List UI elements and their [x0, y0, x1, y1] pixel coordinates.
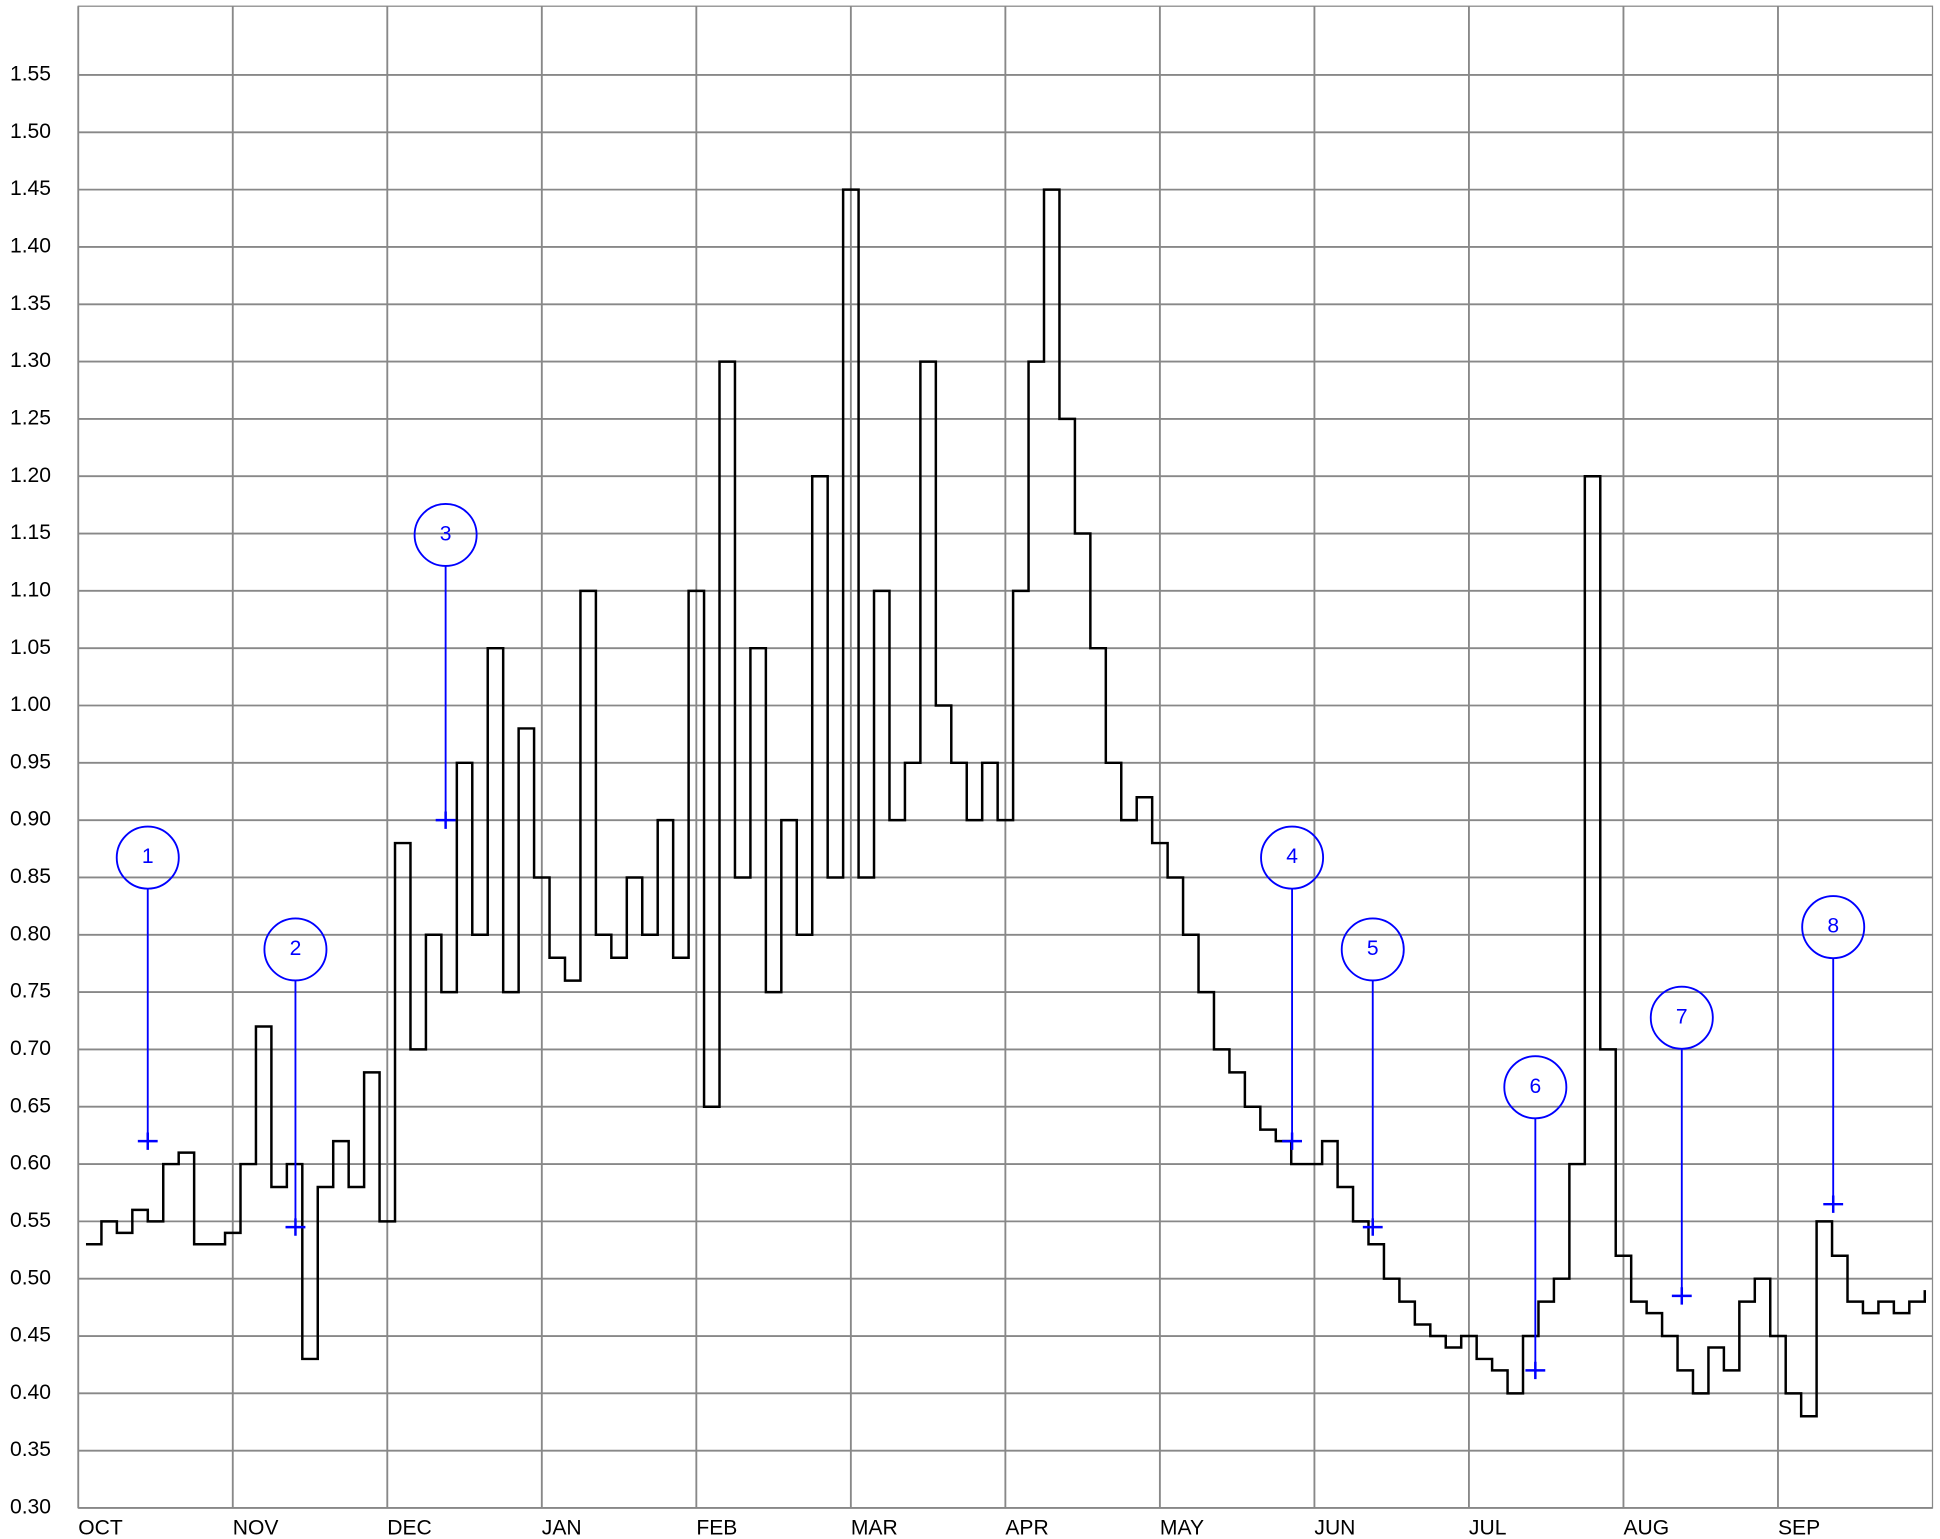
data-line: [85, 188, 1927, 1418]
y-tick-label: 1.00: [10, 693, 51, 716]
x-tick-label: APR: [1005, 1517, 1048, 1539]
x-tick-label: MAY: [1160, 1517, 1204, 1539]
x-tick-label: JUL: [1469, 1517, 1507, 1539]
y-tick-label: 1.55: [10, 63, 51, 86]
x-tick-label: DEC: [387, 1517, 432, 1539]
y-tick-label: 1.40: [10, 235, 51, 258]
x-tick-label: SEP: [1778, 1517, 1820, 1539]
y-tick-label: 1.15: [10, 521, 51, 544]
annotation-label: 8: [1827, 915, 1839, 938]
y-tick-label: 0.65: [10, 1094, 51, 1117]
annotation-label: 2: [290, 937, 302, 960]
annotation-label: 1: [142, 845, 154, 868]
x-tick-label: OCT: [78, 1517, 123, 1539]
y-tick-label: 1.35: [10, 292, 51, 315]
x-tick-label: FEB: [696, 1517, 737, 1539]
annotation-marker: [1823, 1195, 1844, 1213]
y-tick-label: 1.20: [10, 464, 51, 487]
y-tick-label: 0.85: [10, 865, 51, 888]
y-tick-label: 1.45: [10, 177, 51, 200]
y-tick-label: 0.45: [10, 1324, 51, 1347]
y-tick-label: 1.25: [10, 406, 51, 429]
annotation-circle: [1503, 1055, 1568, 1120]
y-tick-label: 0.75: [10, 980, 51, 1003]
x-tick-label: MAR: [851, 1517, 898, 1539]
annotation-label: 4: [1286, 845, 1298, 868]
y-tick-label: 0.35: [10, 1438, 51, 1461]
y-tick-label: 1.10: [10, 578, 51, 601]
y-tick-label: 0.50: [10, 1266, 51, 1289]
annotation-marker: [1525, 1361, 1546, 1380]
y-tick-label: 1.50: [10, 120, 51, 143]
x-tick-label: JUN: [1314, 1517, 1355, 1539]
y-tick-label: 0.60: [10, 1152, 51, 1175]
x-tick-label: JAN: [542, 1517, 582, 1539]
annotation-marker: [435, 811, 456, 829]
y-tick-label: 0.30: [10, 1496, 51, 1519]
y-tick-label: 1.30: [10, 349, 51, 372]
annotation-marker: [285, 1218, 306, 1236]
annotation-marker: [1671, 1287, 1692, 1305]
x-tick-label: AUG: [1623, 1517, 1669, 1539]
y-tick-label: 0.55: [10, 1209, 51, 1232]
y-tick-label: 0.90: [10, 808, 51, 831]
annotation-marker: [1282, 1132, 1303, 1150]
annotation-marker: [137, 1132, 158, 1150]
annotation-label: 6: [1529, 1075, 1541, 1098]
y-tick-label: 0.80: [10, 922, 51, 945]
y-tick-label: 0.95: [10, 750, 51, 773]
y-tick-label: 0.70: [10, 1037, 51, 1060]
annotation-label: 7: [1676, 1005, 1688, 1028]
annotation-marker: [1362, 1218, 1383, 1236]
annotation-label: 3: [440, 523, 452, 546]
annotation-label: 5: [1367, 937, 1379, 960]
x-tick-label: NOV: [233, 1517, 279, 1539]
y-tick-label: 0.40: [10, 1381, 51, 1404]
y-tick-label: 1.05: [10, 636, 51, 659]
